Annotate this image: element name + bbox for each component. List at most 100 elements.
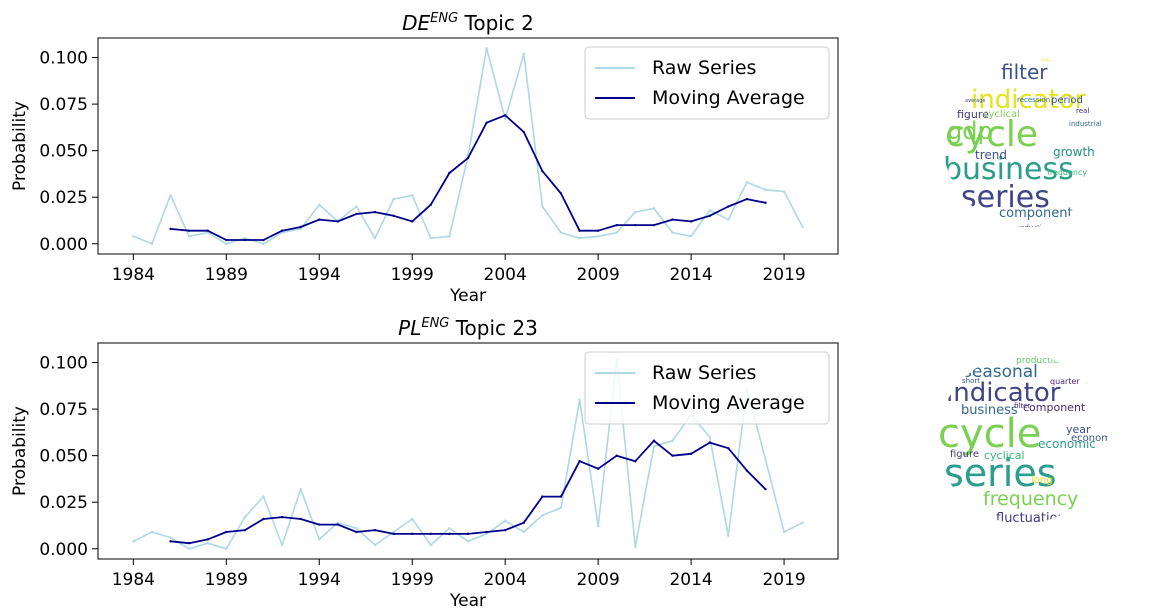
- moving-average-point: [652, 439, 656, 442]
- raw-series-point: [187, 547, 191, 550]
- legend-label: Raw Series: [652, 57, 756, 79]
- wordcloud-word: economic: [1038, 437, 1096, 451]
- x-tick-label: 1994: [298, 570, 341, 590]
- chart-title: DEENG Topic 2: [402, 11, 534, 35]
- moving-average-point: [503, 114, 507, 117]
- raw-series-point: [485, 532, 488, 536]
- moving-average-point: [485, 530, 488, 534]
- wordcloud-word: component: [999, 206, 1073, 221]
- raw-series-point: [782, 530, 786, 534]
- raw-series-point: [169, 194, 172, 197]
- raw-series-point: [634, 210, 637, 214]
- moving-average-point: [596, 229, 600, 232]
- moving-average-point: [541, 495, 544, 498]
- wordcloud-word: cycle: [945, 114, 1039, 155]
- moving-average-point: [615, 454, 618, 457]
- raw-series-point: [782, 190, 786, 193]
- moving-average-line: [170, 114, 766, 241]
- wordcloud-pl-eng-topic-23: cycle series indicator seasonal frequency flu…: [938, 354, 1108, 524]
- wordcloud-word: activity: [1086, 377, 1108, 386]
- x-axis-label: Year: [449, 591, 486, 611]
- wordcloud-word: cyclical: [984, 449, 1025, 462]
- x-tick-label: 2004: [484, 265, 527, 285]
- raw-series-point: [764, 458, 767, 461]
- y-axis-label: Probability: [10, 101, 30, 191]
- moving-average-point: [262, 517, 265, 521]
- wordcloud-word: filter: [1001, 60, 1048, 84]
- wordcloud-word: trend: [975, 148, 1007, 162]
- raw-series-point: [615, 231, 618, 234]
- raw-series-point: [355, 527, 358, 530]
- raw-series-point: [652, 445, 656, 448]
- moving-average-line: [170, 439, 767, 545]
- wordcloud-word: short: [962, 377, 980, 385]
- x-axis-label: Year: [449, 286, 486, 305]
- raw-series-point: [169, 536, 172, 539]
- raw-series-point: [448, 235, 451, 238]
- x-tick-label: 2014: [669, 570, 712, 590]
- moving-average-point: [206, 538, 209, 541]
- moving-average-point: [671, 454, 674, 457]
- moving-average-point: [634, 223, 637, 227]
- chart-pl-eng-topic-23: PLENG Topic 23 0.000 0.025 0.050 0.075 0.100 1…: [10, 316, 839, 611]
- wordcloud-word: long: [1031, 475, 1053, 486]
- raw-series-point: [745, 181, 749, 184]
- moving-average-point: [280, 229, 284, 232]
- moving-average-point: [169, 540, 172, 543]
- raw-series-point: [243, 236, 247, 240]
- y-tick-label: 0.000: [39, 235, 88, 255]
- moving-average-point: [355, 530, 358, 534]
- moving-average-point: [429, 532, 433, 536]
- wordcloud-word: indicator: [971, 85, 1086, 115]
- moving-average-point: [448, 532, 451, 536]
- wordcloud-word: quarter: [1050, 377, 1080, 386]
- y-tick-label: 0.075: [39, 400, 88, 420]
- moving-average-point: [373, 528, 377, 532]
- raw-series-point: [727, 218, 730, 221]
- moving-average-point: [225, 530, 228, 534]
- chart-title-superscript: ENG: [430, 11, 458, 26]
- x-tick-label: 2014: [669, 265, 712, 285]
- wordcloud-word: production: [1013, 225, 1051, 228]
- raw-series-point: [727, 534, 730, 537]
- wordcloud-word: industrial: [1069, 120, 1102, 128]
- wordcloud-word: figure: [950, 449, 980, 460]
- x-tick-label: 2019: [762, 265, 805, 285]
- moving-average-point: [634, 460, 637, 463]
- raw-series-point: [429, 543, 433, 547]
- raw-series-point: [392, 530, 395, 534]
- moving-average-point: [280, 515, 284, 519]
- moving-average-point: [318, 523, 321, 526]
- raw-series-point: [262, 495, 265, 498]
- x-tick-label: 1989: [205, 265, 248, 285]
- moving-average-point: [764, 487, 767, 491]
- moving-average-point: [727, 447, 730, 450]
- moving-average-point: [206, 229, 209, 232]
- raw-series-point: [411, 194, 414, 197]
- wordcloud-word: business: [943, 152, 1074, 187]
- wordcloud-word: frequency: [1047, 168, 1088, 177]
- raw-series-point: [225, 242, 228, 245]
- wordcloud-word: average: [965, 98, 986, 104]
- wordcloud-word: recession: [1017, 96, 1051, 104]
- chart-title-base: DE: [402, 11, 430, 35]
- raw-series-point: [206, 541, 209, 545]
- moving-average-point: [689, 220, 693, 223]
- raw-series-point: [708, 435, 711, 439]
- wordcloud-de-eng-topic-2: cycle business series indicator filter gdp com…: [943, 57, 1113, 227]
- raw-series-point: [671, 231, 674, 234]
- raw-series-point: [150, 530, 154, 534]
- raw-series-point: [578, 236, 581, 240]
- wordcloud-word: business: [961, 403, 1018, 418]
- chart-title-base: PL: [398, 316, 421, 340]
- moving-average-point: [559, 192, 563, 195]
- raw-series-point: [578, 398, 581, 401]
- wordcloud-word: indicator: [946, 378, 1061, 408]
- raw-series-point: [596, 525, 600, 528]
- legend: Raw Series Moving Average: [584, 46, 830, 120]
- wordcloud-word: component: [1023, 401, 1086, 414]
- moving-average-point: [522, 130, 525, 134]
- raw-series-point: [652, 207, 656, 210]
- raw-series-point: [373, 543, 377, 547]
- moving-average-point: [708, 441, 711, 444]
